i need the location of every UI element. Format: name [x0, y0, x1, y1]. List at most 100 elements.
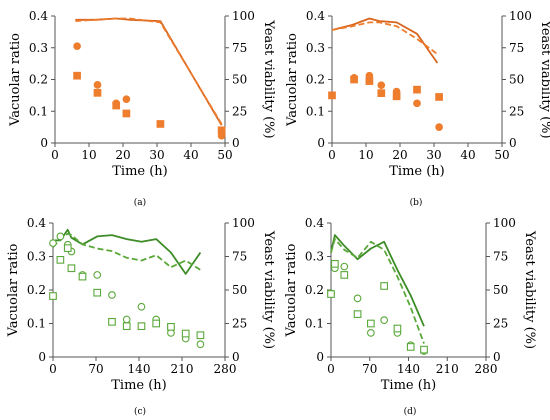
x-axis-title: Time (h)	[112, 164, 168, 179]
y-axis-title: Vacuolar ratio	[8, 33, 23, 127]
data-point-circle	[122, 95, 131, 104]
y2-tick-label: 0	[232, 350, 240, 364]
y-axis-title: Vacuolar ratio	[284, 243, 299, 337]
data-point-square	[365, 77, 374, 85]
y-tick-label: 0	[40, 136, 48, 150]
data-point-square	[413, 85, 421, 94]
data-point-square	[63, 244, 72, 252]
data-point-circle	[196, 340, 205, 349]
y2-tick-label: 50	[493, 283, 508, 297]
data-point-square	[49, 292, 57, 300]
data-point-square	[328, 91, 336, 100]
x-tick-label: 30	[426, 148, 441, 162]
data-point-square	[122, 322, 131, 331]
data-point-circle	[49, 239, 57, 247]
data-point-square	[217, 126, 226, 135]
y2-tick-label: 50	[232, 283, 247, 297]
data-point-square	[137, 322, 146, 331]
y2-tick-label: 100	[493, 216, 516, 230]
data-point-square	[435, 93, 443, 101]
data-point-square	[108, 317, 116, 326]
y2-tick-label: 100	[232, 9, 255, 23]
data-point-circle	[377, 81, 386, 90]
series-line-solid	[75, 17, 223, 126]
data-point-square	[327, 290, 335, 298]
y-tick-label: 0	[38, 350, 46, 364]
panel-caption: (c)	[134, 406, 146, 417]
panel-1	[51, 15, 229, 147]
y-tick-label: 0.2	[305, 283, 324, 297]
data-point-square	[392, 92, 401, 101]
data-point-circle	[122, 315, 131, 324]
data-point-circle	[56, 232, 65, 241]
x-tick-label: 140	[397, 362, 420, 376]
y-tick-label: 0.4	[27, 216, 46, 230]
x-axis-title: Time (h)	[111, 378, 167, 393]
data-point-square	[393, 324, 402, 333]
x-tick-label: 70	[362, 362, 377, 376]
x-tick-label: 280	[475, 362, 498, 376]
x-tick-label: 280	[214, 362, 237, 376]
data-point-square	[367, 319, 375, 328]
panel-2	[328, 15, 506, 147]
data-point-circle	[340, 262, 349, 271]
y2-tick-label: 75	[493, 250, 508, 264]
series-line-dashed	[75, 17, 223, 125]
x-tick-label: 0	[49, 362, 57, 376]
x-tick-label: 210	[436, 362, 459, 376]
y2-axis-title: Yeast viability (%)	[261, 230, 276, 349]
y-tick-label: 0.3	[29, 41, 48, 55]
y-axis-title: Vacuolar ratio	[6, 243, 21, 337]
y2-tick-label: 75	[232, 41, 247, 55]
y-axis-title: Vacuolar ratio	[285, 33, 300, 127]
y-tick-label: 0.1	[305, 317, 324, 331]
x-tick-label: 20	[392, 148, 407, 162]
data-point-circle	[93, 271, 102, 279]
x-tick-label: 50	[217, 148, 232, 162]
data-point-square	[156, 120, 165, 128]
data-point-square	[152, 319, 161, 328]
y2-tick-label: 25	[232, 104, 247, 118]
series-line-dashed	[330, 238, 425, 344]
y-tick-label: 0.4	[305, 216, 324, 230]
y-tick-label: 0.1	[29, 104, 48, 118]
y-tick-label: 0.2	[29, 73, 48, 87]
x-tick-label: 0	[328, 148, 336, 162]
data-point-square	[420, 345, 428, 354]
y-tick-label: 0.2	[306, 73, 325, 87]
x-axis-title: Time (h)	[389, 164, 445, 179]
data-point-square	[350, 75, 358, 84]
data-point-square	[196, 331, 205, 340]
data-point-square	[331, 260, 339, 268]
data-point-circle	[73, 42, 81, 51]
data-point-square	[340, 271, 349, 279]
y-tick-label: 0	[317, 136, 325, 150]
series-line-dashed	[52, 232, 201, 271]
y-tick-label: 0.4	[29, 9, 48, 23]
y2-tick-label: 25	[493, 317, 508, 331]
x-tick-label: 30	[149, 148, 164, 162]
y-tick-label: 0	[316, 350, 324, 364]
y2-tick-label: 75	[509, 41, 524, 55]
x-tick-label: 10	[81, 148, 96, 162]
data-point-circle	[380, 316, 388, 325]
data-point-square	[93, 88, 102, 97]
y2-tick-label: 0	[509, 136, 517, 150]
x-tick-label: 0	[51, 148, 59, 162]
x-tick-label: 0	[327, 362, 335, 376]
panel-3	[49, 222, 229, 361]
data-point-square	[380, 282, 388, 290]
x-tick-label: 140	[128, 362, 151, 376]
x-tick-label: 70	[88, 362, 103, 376]
y2-tick-label: 25	[232, 317, 247, 331]
data-point-circle	[413, 99, 421, 108]
y-tick-label: 0.1	[306, 104, 325, 118]
series-line-solid	[330, 234, 425, 327]
data-point-square	[93, 288, 102, 297]
x-tick-label: 50	[494, 148, 509, 162]
data-point-square	[181, 329, 190, 338]
y2-tick-label: 75	[232, 250, 247, 264]
panel-4	[327, 222, 490, 361]
y2-axis-title: Yeast viability (%)	[261, 19, 276, 138]
